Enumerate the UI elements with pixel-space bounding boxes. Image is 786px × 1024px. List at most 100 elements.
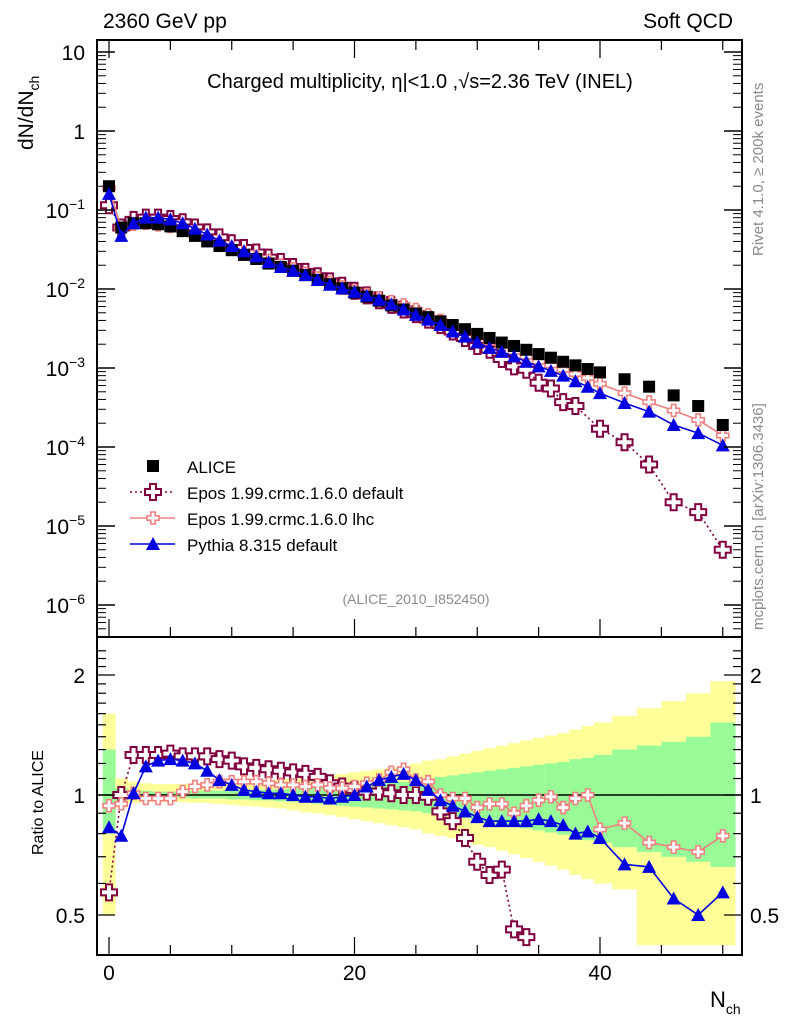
data-point bbox=[359, 779, 374, 793]
y-tick-label: 10−5 bbox=[46, 512, 86, 539]
data-point bbox=[200, 763, 215, 777]
data-point bbox=[541, 379, 560, 398]
data-point bbox=[667, 389, 680, 402]
mcplots-label: mcplots.cern.ch [arXiv:1306.3436] bbox=[750, 403, 767, 630]
data-point bbox=[406, 786, 425, 804]
y-tick-exponent: −6 bbox=[69, 591, 85, 607]
analysis-tag: (ALICE_2010_I852450) bbox=[342, 591, 489, 607]
data-point bbox=[470, 810, 485, 824]
data-point bbox=[139, 791, 153, 806]
y-tick-base: 10 bbox=[46, 437, 69, 460]
data-point bbox=[421, 312, 436, 326]
data-point bbox=[372, 292, 387, 306]
data-point bbox=[664, 493, 683, 512]
data-point bbox=[617, 396, 632, 410]
data-point bbox=[517, 928, 536, 947]
legend-entry: ALICE bbox=[147, 458, 236, 477]
data-point bbox=[175, 784, 190, 799]
data-point bbox=[666, 840, 681, 854]
legend-marker bbox=[147, 460, 159, 472]
data-point bbox=[286, 263, 301, 277]
y-tick-label: 10−6 bbox=[46, 591, 86, 618]
data-point bbox=[494, 344, 509, 358]
data-point bbox=[261, 776, 276, 791]
title-mid: |<1.0 , bbox=[402, 71, 458, 93]
data-point bbox=[593, 377, 607, 391]
data-point bbox=[188, 779, 202, 794]
data-point bbox=[618, 373, 631, 386]
data-point bbox=[421, 782, 436, 796]
uncertainty-band-inner bbox=[593, 754, 613, 843]
data-point bbox=[519, 798, 534, 813]
data-point bbox=[102, 798, 116, 813]
data-point bbox=[124, 745, 143, 764]
data-point bbox=[249, 249, 264, 263]
data-point bbox=[557, 355, 570, 368]
data-point bbox=[455, 829, 474, 848]
data-point bbox=[126, 216, 141, 230]
data-point bbox=[151, 753, 166, 767]
data-point bbox=[271, 761, 290, 780]
legend-marker bbox=[146, 511, 160, 525]
data-point bbox=[580, 824, 595, 838]
data-point bbox=[347, 788, 362, 801]
uncertainty-band-inner bbox=[636, 745, 662, 852]
data-point bbox=[692, 400, 705, 413]
data-point bbox=[298, 789, 313, 803]
data-point bbox=[483, 331, 496, 344]
data-point bbox=[259, 760, 278, 779]
data-point bbox=[716, 418, 729, 431]
title-eta: η bbox=[391, 71, 402, 93]
data-point bbox=[642, 859, 657, 873]
data-point bbox=[715, 438, 730, 452]
y-tick-base: 10 bbox=[46, 595, 69, 618]
ratio-axes: 2 2 1 1 0.5 0.5 0 20 40 bbox=[56, 636, 779, 985]
data-point bbox=[382, 784, 401, 803]
y-tick-base: 10 bbox=[46, 279, 69, 302]
data-point bbox=[505, 920, 524, 939]
data-point bbox=[136, 745, 155, 764]
ratio-y-tick-label-left: 1 bbox=[73, 785, 85, 808]
ratio-y-tick-label-left: 2 bbox=[73, 665, 85, 688]
data-point bbox=[200, 227, 215, 241]
y-tick-exponent: −3 bbox=[69, 354, 85, 370]
legend-label: Epos 1.99.crmc.1.6.0 lhc bbox=[187, 510, 375, 529]
header-left-label: 2360 GeV pp bbox=[103, 10, 227, 33]
y-tick-exponent: −1 bbox=[69, 196, 85, 212]
data-point bbox=[531, 359, 546, 373]
data-point bbox=[310, 789, 325, 803]
title-post: s=2.36 TeV (INEL) bbox=[469, 71, 633, 93]
data-point bbox=[531, 793, 546, 808]
data-point bbox=[519, 814, 534, 828]
data-point bbox=[470, 800, 485, 815]
data-point bbox=[224, 777, 239, 791]
data-point bbox=[691, 413, 706, 427]
data-point bbox=[544, 351, 557, 364]
data-point bbox=[103, 180, 115, 193]
data-point bbox=[210, 750, 229, 769]
data-point bbox=[568, 374, 583, 388]
data-point bbox=[543, 363, 558, 377]
data-point bbox=[384, 297, 399, 311]
data-point bbox=[261, 254, 276, 268]
data-point bbox=[691, 426, 706, 440]
x-tick-label: 40 bbox=[588, 962, 611, 985]
data-point bbox=[200, 778, 214, 792]
data-point bbox=[433, 318, 448, 332]
data-point bbox=[566, 397, 585, 416]
data-point bbox=[689, 503, 708, 522]
data-point bbox=[286, 778, 300, 792]
data-point bbox=[713, 540, 732, 559]
data-point bbox=[138, 759, 153, 773]
data-point bbox=[556, 800, 570, 815]
y-tick-exponent: −2 bbox=[69, 275, 85, 291]
x-tick-label: 20 bbox=[343, 962, 366, 985]
data-point bbox=[261, 786, 276, 800]
ratio-frame bbox=[96, 636, 743, 956]
ratio-ylabel: Ratio to ALICE bbox=[30, 750, 47, 855]
legend-entry: Epos 1.99.crmc.1.6.0 default bbox=[130, 483, 404, 503]
data-point bbox=[249, 774, 264, 789]
data-point bbox=[642, 835, 656, 850]
